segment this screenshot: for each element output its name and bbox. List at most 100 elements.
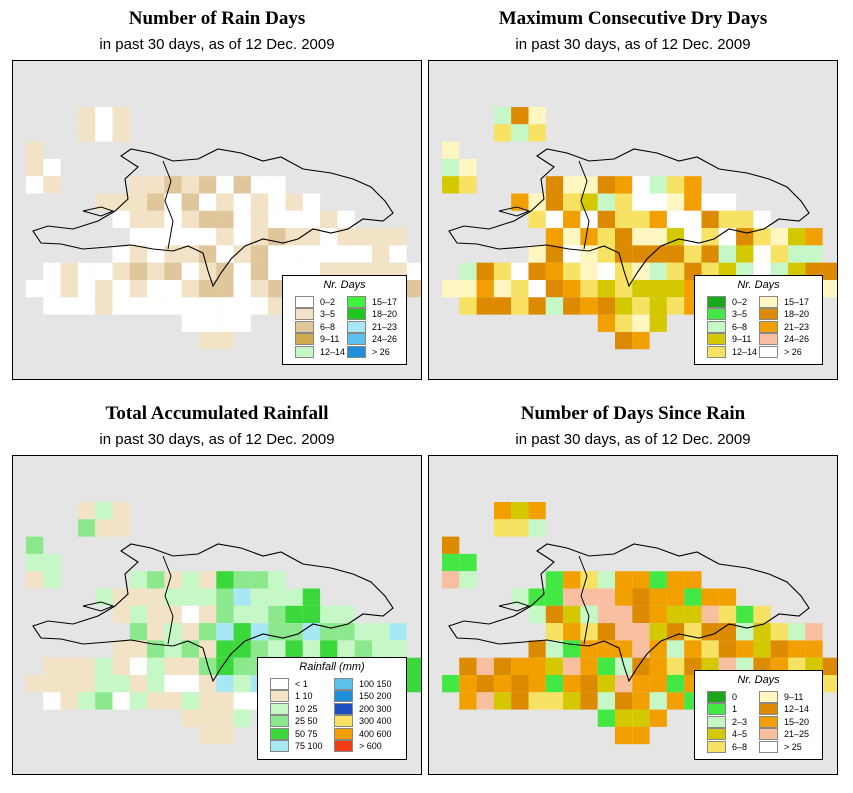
grid-cell (459, 158, 477, 177)
grid-cell (459, 657, 477, 675)
grid-cell (597, 297, 615, 315)
grid-cell (164, 675, 182, 693)
grid-cell (250, 210, 269, 229)
grid-cell (26, 553, 44, 572)
grid-cell (164, 571, 182, 589)
grid-cell (147, 262, 165, 280)
legend-item: 21–23 (347, 320, 397, 333)
legend-title: Rainfall (mm) (299, 661, 365, 673)
grid-cell (545, 692, 564, 710)
grid-cell (632, 331, 650, 350)
grid-cell (528, 124, 546, 142)
grid-cell (597, 210, 615, 229)
panel-subtitle: in past 30 days, as of 12 Dec. 2009 (515, 431, 751, 448)
grid-cell (112, 657, 130, 675)
grid-cell (112, 262, 130, 280)
grid-cell (701, 623, 719, 641)
grid-cell (580, 280, 598, 298)
grid-cell (701, 245, 719, 263)
grid-cell (233, 605, 251, 624)
island-outline (498, 206, 531, 217)
legend-label: 24–26 (784, 334, 810, 344)
legend-item: 0–2 (707, 295, 747, 308)
legend-item: 9–11 (759, 690, 803, 703)
grid-cell (753, 640, 771, 658)
grid-cell (580, 571, 598, 589)
grid-cell (216, 605, 234, 624)
grid-cell (597, 228, 615, 246)
grid-cell (147, 193, 165, 211)
grid-cell (563, 280, 581, 298)
grid-cell (129, 176, 148, 194)
grid-cell (268, 176, 286, 194)
grid-cell (302, 193, 321, 211)
grid-cell (216, 193, 234, 211)
grid-cell (181, 314, 199, 332)
grid-cell (580, 245, 598, 263)
grid-cell (442, 675, 460, 693)
grid-cell (666, 605, 685, 624)
legend-item: 50 75 (270, 727, 318, 740)
legend-label: 2–3 (732, 716, 748, 727)
grid-cell (563, 675, 581, 693)
grid-cell (406, 657, 421, 675)
grid-cell (250, 640, 269, 658)
grid-cell (95, 107, 113, 125)
grid-cell (129, 245, 148, 263)
grid-cell (302, 605, 321, 624)
grid-cell (528, 502, 546, 520)
legend-label: 50 75 (295, 728, 318, 739)
legend-item: 3–5 (295, 308, 335, 320)
grid-cell (580, 623, 598, 641)
legend-label: 9–11 (320, 334, 340, 344)
grid-cell (770, 640, 788, 658)
legend-label: 12–14 (320, 346, 346, 357)
grid-cell (666, 262, 685, 280)
grid-cell (788, 228, 806, 246)
grid-cell (649, 228, 667, 246)
grid-cell (43, 280, 61, 298)
legend-swatch (707, 690, 726, 703)
legend-item: > 600 (334, 740, 382, 752)
legend-swatch (270, 690, 289, 702)
grid-cell (649, 571, 667, 589)
legend-label: 400 600 (359, 728, 392, 739)
grid-cell (718, 228, 737, 246)
grid-cell (442, 141, 460, 159)
grid-cell (181, 228, 199, 246)
grid-cell (337, 605, 355, 624)
grid-cell (718, 623, 737, 641)
grid-cell (95, 519, 113, 537)
grid-cell (822, 675, 837, 693)
grid-cell (580, 657, 598, 675)
grid-cell (216, 210, 234, 229)
grid-cell (666, 210, 685, 229)
grid-cell (684, 640, 702, 658)
grid-cell (632, 605, 650, 624)
grid-cell (250, 245, 269, 263)
legend-label: 24–26 (372, 334, 398, 344)
grid-cell (181, 640, 199, 658)
grid-cell (442, 280, 460, 298)
map-grid (442, 502, 837, 745)
grid-cell (199, 193, 217, 211)
grid-cell (233, 262, 251, 280)
grid-cell (545, 657, 564, 675)
grid-cell (112, 605, 130, 624)
grid-cell (511, 692, 529, 710)
legend-swatch (295, 308, 314, 320)
legend-label: 200 300 (359, 703, 392, 714)
legend-label: 150 200 (359, 691, 392, 701)
grid-cell (216, 640, 234, 658)
legend-label: 0 (732, 691, 738, 702)
grid-cell (250, 297, 269, 315)
grid-cell (26, 176, 44, 194)
grid-cell (701, 605, 719, 624)
grid-cell (164, 605, 182, 624)
grid-cell (233, 571, 251, 589)
grid-cell (615, 588, 633, 606)
legend-item: 10 25 (270, 702, 318, 715)
grid-cell (285, 588, 303, 606)
grid-cell (43, 553, 61, 572)
grid-cell (164, 623, 182, 641)
